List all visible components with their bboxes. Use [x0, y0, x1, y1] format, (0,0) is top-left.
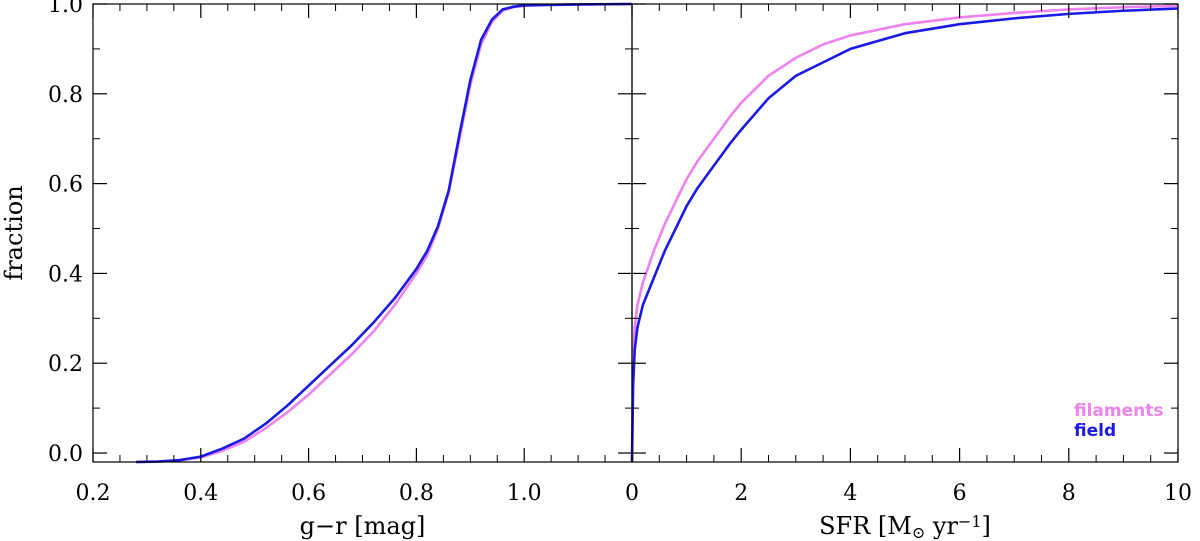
x-tick-label: 6 — [953, 481, 967, 506]
x-tick-label: 0.6 — [291, 481, 326, 506]
series-line-filaments — [136, 2, 633, 464]
y-axis-title: fraction — [0, 185, 28, 280]
plot-frame — [631, 3, 1179, 463]
y-tick-label: 0.8 — [48, 83, 83, 108]
y-tick-label: 0.0 — [48, 442, 83, 467]
series-line-field — [136, 2, 633, 464]
x-tick-label: 8 — [1062, 481, 1076, 506]
y-tick-label: 0.6 — [48, 173, 83, 198]
x-axis-title: SFR [M⊙ yr−1] — [819, 512, 991, 541]
x-tick-label: 4 — [843, 481, 857, 506]
legend-entry-filaments: filaments — [1074, 401, 1164, 421]
x-tick-label: 0.4 — [183, 481, 218, 506]
x-tick-label: 1.0 — [507, 481, 542, 506]
series-line-field — [630, 7, 1179, 463]
x-tick-label: 0 — [625, 481, 639, 506]
legend-entry-field: field — [1074, 421, 1116, 441]
x-tick-label: 0.2 — [76, 481, 111, 506]
x-tick-label: 2 — [734, 481, 748, 506]
y-tick-label: 1.0 — [48, 0, 83, 18]
y-tick-label: 0.4 — [48, 262, 83, 287]
series-line-filaments — [630, 4, 1179, 463]
x-axis-title: g−r [mag] — [300, 512, 426, 540]
panel-1: 0.2 0.4 0.6 0.8 1.0 0.0 0.2 0.4 0.6 0.8 1.0 g−r [ma… — [0, 0, 633, 540]
y-tick-label: 0.2 — [48, 352, 83, 377]
plot-frame — [92, 3, 633, 463]
x-tick-label: 10 — [1164, 481, 1192, 506]
x-tick-label: 0.8 — [399, 481, 434, 506]
